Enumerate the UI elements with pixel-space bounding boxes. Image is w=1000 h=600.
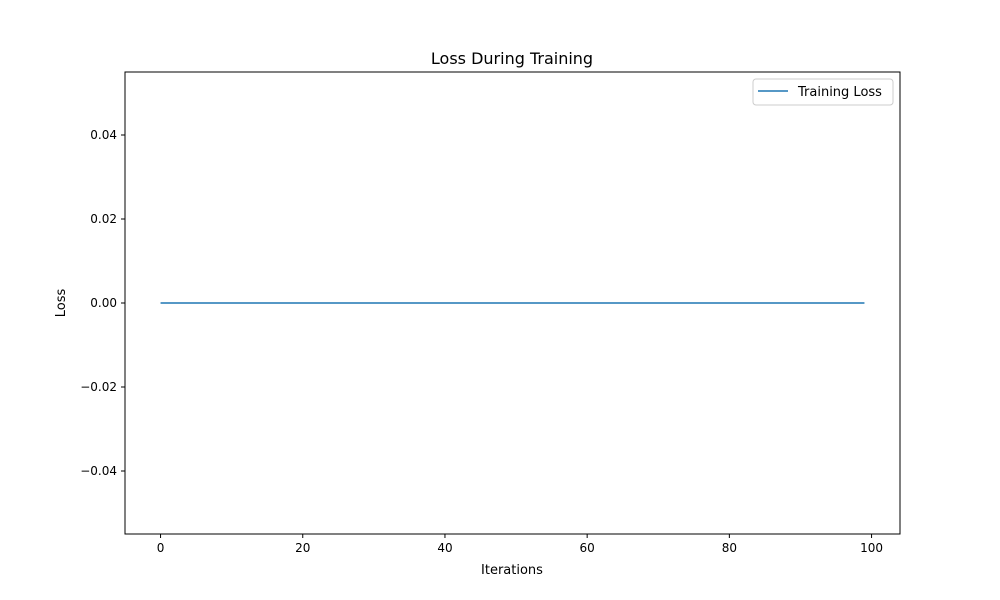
x-tick-label: 60 (580, 541, 595, 555)
x-tick-label: 0 (157, 541, 165, 555)
y-tick-label: 0.00 (90, 296, 117, 310)
y-axis: −0.04 −0.02 0.00 0.02 0.04 (80, 128, 125, 478)
x-tick-label: 100 (860, 541, 883, 555)
x-axis-label: Iterations (481, 563, 543, 578)
x-tick-label: 80 (722, 541, 737, 555)
legend-box (752, 78, 894, 106)
y-axis-label: Loss (54, 289, 69, 318)
legend: Training Loss (752, 78, 894, 106)
x-axis: 0 20 40 60 80 100 (157, 534, 883, 555)
x-tick-label: 20 (295, 541, 310, 555)
legend-label-training-loss: Training Loss (797, 85, 882, 100)
y-tick-label: −0.04 (80, 464, 117, 478)
y-tick-label: 0.02 (90, 212, 117, 226)
y-tick-label: 0.04 (90, 128, 117, 142)
x-tick-label: 40 (437, 541, 452, 555)
chart-title: Loss During Training (431, 49, 593, 68)
y-tick-label: −0.02 (80, 380, 117, 394)
